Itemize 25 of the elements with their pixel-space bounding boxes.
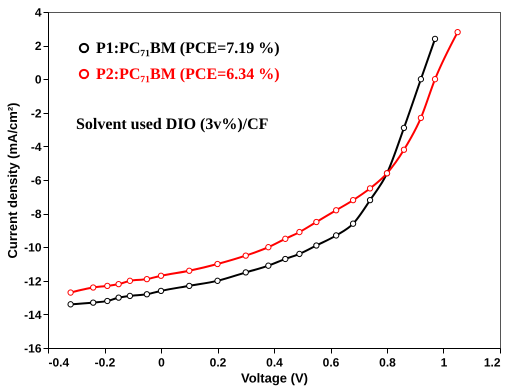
x-tick-label: 0 [158,356,166,370]
y-tick-label: -16 [24,342,42,356]
y-tick-label: 0 [34,72,42,87]
x-tick-label: 0.2 [210,356,227,370]
y-tick-label: 2 [34,39,42,54]
x-tick-label: 1 [440,356,448,370]
y-tick-label: 4 [34,6,42,20]
y-tick-label: -12 [24,274,42,288]
y-tick-label: -2 [30,106,42,120]
x-tick-label: -0.2 [94,356,116,370]
annotation: Solvent used DIO (3v%)/CF [76,116,269,133]
y-tick-label: -4 [30,140,42,154]
x-tick-label: 0.8 [379,356,396,370]
x-tick-label: 0.6 [322,356,340,370]
y-tick-label: -8 [30,207,42,222]
y-axis-title: Current density (mA/cm²) [5,102,20,259]
x-tick-label: -0.4 [48,356,70,370]
x-axis-title: Voltage (V) [241,370,308,386]
legend-label: P1:PC₇₁BM (PCE=7.19 %) [96,40,280,57]
x-tick-label: 0.4 [266,356,284,370]
legend-label: P2:PC₇₁BM (PCE=6.34 %) [96,66,280,83]
y-tick-label: -14 [24,308,42,322]
y-tick-label: -6 [30,174,42,188]
x-tick-label: 1.2 [484,356,501,370]
y-tick-label: -10 [24,240,42,255]
